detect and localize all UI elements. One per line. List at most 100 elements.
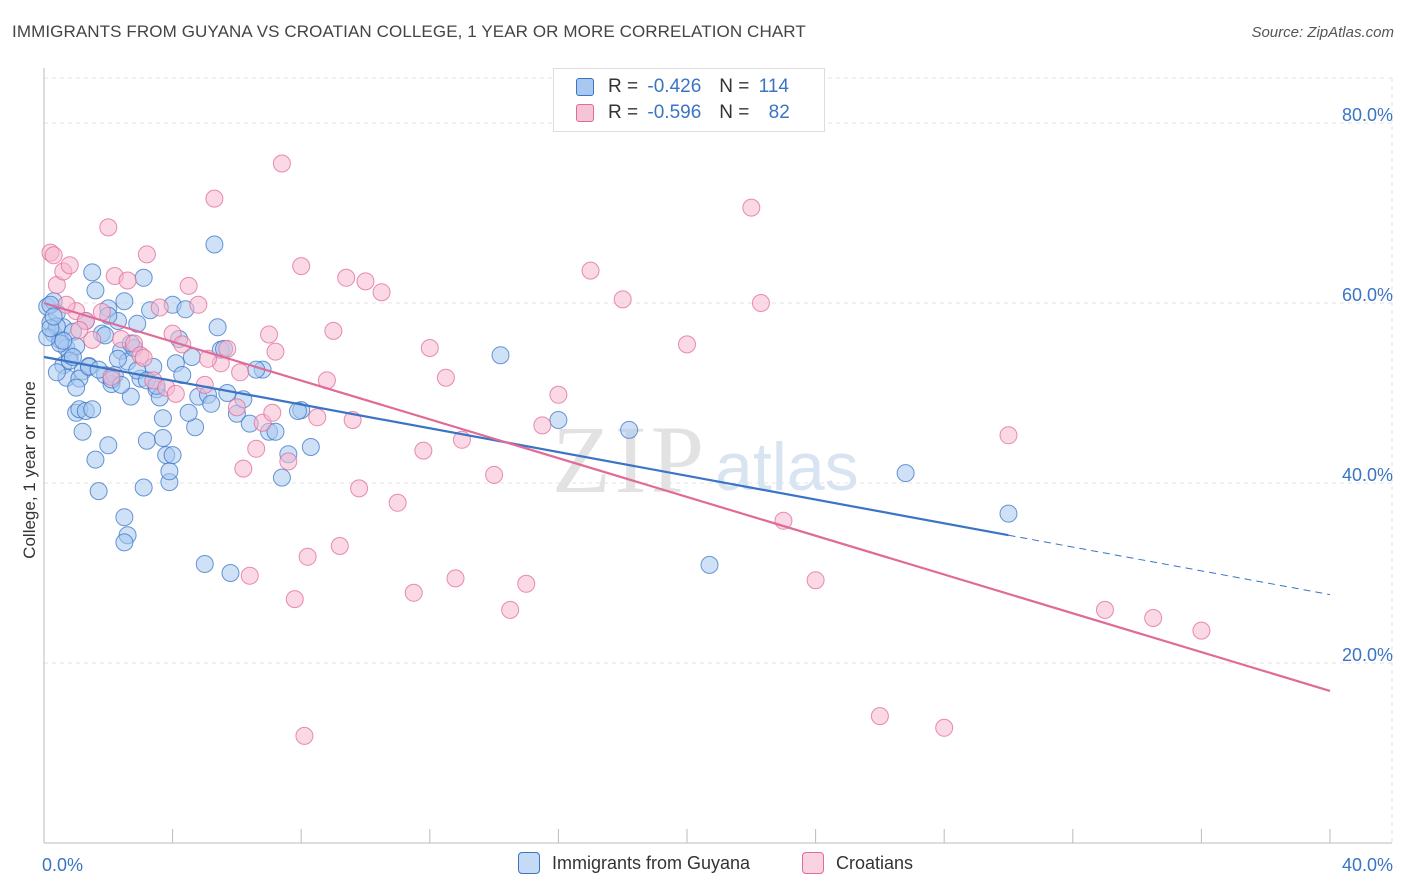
point-guyana — [134, 478, 153, 497]
point-croatians — [102, 367, 121, 386]
point-croatians — [99, 218, 118, 237]
point-guyana — [163, 446, 182, 465]
y-tick-label: 40.0% — [1342, 465, 1393, 485]
point-guyana — [205, 235, 224, 254]
point-croatians — [751, 294, 770, 312]
point-croatians — [999, 426, 1018, 445]
point-guyana — [896, 464, 915, 483]
point-croatians — [260, 325, 279, 344]
point-guyana — [47, 363, 66, 382]
point-croatians — [150, 298, 169, 317]
point-croatians — [134, 348, 153, 367]
y-tick-label: 60.0% — [1342, 285, 1393, 305]
point-croatians — [234, 459, 253, 478]
point-guyana — [266, 422, 285, 441]
point-croatians — [298, 547, 317, 566]
point-croatians — [372, 283, 391, 302]
legend-swatch-pink — [576, 104, 594, 122]
point-guyana — [83, 400, 102, 419]
point-croatians — [742, 198, 761, 217]
point-croatians — [205, 189, 224, 208]
point-croatians — [60, 256, 79, 275]
point-croatians — [330, 537, 349, 555]
point-croatians — [285, 590, 304, 609]
point-croatians — [292, 257, 311, 276]
point-croatians — [227, 398, 246, 417]
point-croatians — [308, 408, 327, 427]
legend-r-label: R = — [608, 102, 639, 123]
legend-swatch-blue — [576, 78, 594, 96]
point-croatians — [581, 261, 600, 280]
point-guyana — [121, 387, 140, 406]
point-guyana — [179, 403, 198, 422]
legend-item-croatians: Croatians — [802, 852, 913, 874]
point-croatians — [436, 368, 455, 387]
point-croatians — [517, 574, 536, 593]
trend-line-guyana — [43, 355, 1009, 537]
point-guyana — [54, 331, 73, 350]
point-croatians — [388, 493, 407, 512]
point-croatians — [935, 718, 954, 737]
point-croatians — [485, 465, 504, 484]
legend-item-guyana: Immigrants from Guyana — [518, 852, 750, 874]
point-guyana — [99, 436, 118, 455]
point-croatians — [83, 330, 102, 349]
point-croatians — [166, 384, 185, 403]
point-croatians — [179, 276, 198, 295]
point-croatians — [247, 439, 266, 458]
point-croatians — [279, 452, 298, 471]
point-guyana — [108, 349, 127, 368]
legend-n-value: 114 — [758, 76, 789, 97]
x-tick-label: 40.0% — [1342, 855, 1393, 875]
point-croatians — [356, 272, 375, 291]
point-croatians — [295, 726, 314, 745]
point-guyana — [115, 533, 134, 552]
point-croatians — [44, 246, 63, 265]
point-croatians — [189, 295, 208, 314]
point-croatians — [613, 290, 632, 309]
point-croatians — [1192, 621, 1211, 640]
source-label: Source: ZipAtlas.com — [1251, 24, 1394, 41]
legend-label-croatians: Croatians — [836, 852, 914, 873]
point-guyana — [153, 409, 172, 428]
point-guyana — [272, 468, 291, 487]
point-guyana — [115, 508, 134, 527]
correlation-legend: R = -0.426 N = 114 R = -0.596 N = 82 — [553, 68, 825, 132]
point-croatians — [337, 268, 356, 287]
point-croatians — [266, 342, 285, 361]
point-croatians — [533, 416, 552, 435]
legend-r-value: -0.596 — [647, 102, 702, 123]
point-guyana — [137, 431, 156, 450]
point-croatians — [272, 154, 291, 173]
point-croatians — [404, 583, 423, 602]
point-guyana — [89, 482, 108, 501]
legend-label-guyana: Immigrants from Guyana — [552, 852, 751, 873]
point-guyana — [134, 268, 153, 287]
point-guyana — [160, 462, 179, 481]
legend-swatch-pink — [802, 852, 824, 874]
y-tick-labels: 20.0% 40.0% 60.0% 80.0% — [1342, 105, 1393, 665]
point-guyana — [86, 281, 105, 300]
axes — [43, 68, 1392, 844]
trend-line-guyana-extension — [1008, 534, 1331, 596]
legend-n-value: 82 — [768, 102, 790, 123]
point-guyana — [73, 422, 92, 441]
trend-lines — [43, 301, 1331, 692]
point-croatians — [870, 707, 889, 726]
chart-title: IMMIGRANTS FROM GUYANA VS CROATIAN COLLE… — [12, 22, 806, 41]
point-croatians — [1095, 600, 1114, 619]
point-croatians — [446, 569, 465, 588]
legend-r-label: R = — [608, 76, 639, 97]
point-croatians — [806, 571, 825, 590]
legend-n-label: N = — [719, 76, 750, 97]
point-croatians — [218, 339, 237, 358]
point-croatians — [118, 271, 137, 290]
point-guyana — [301, 438, 320, 456]
legend-swatch-blue — [518, 852, 540, 874]
legend-r-value: -0.426 — [647, 76, 702, 97]
point-guyana — [115, 292, 134, 311]
point-croatians — [263, 403, 282, 422]
y-tick-label: 20.0% — [1342, 645, 1393, 665]
watermark-atlas: atlas — [715, 429, 859, 505]
